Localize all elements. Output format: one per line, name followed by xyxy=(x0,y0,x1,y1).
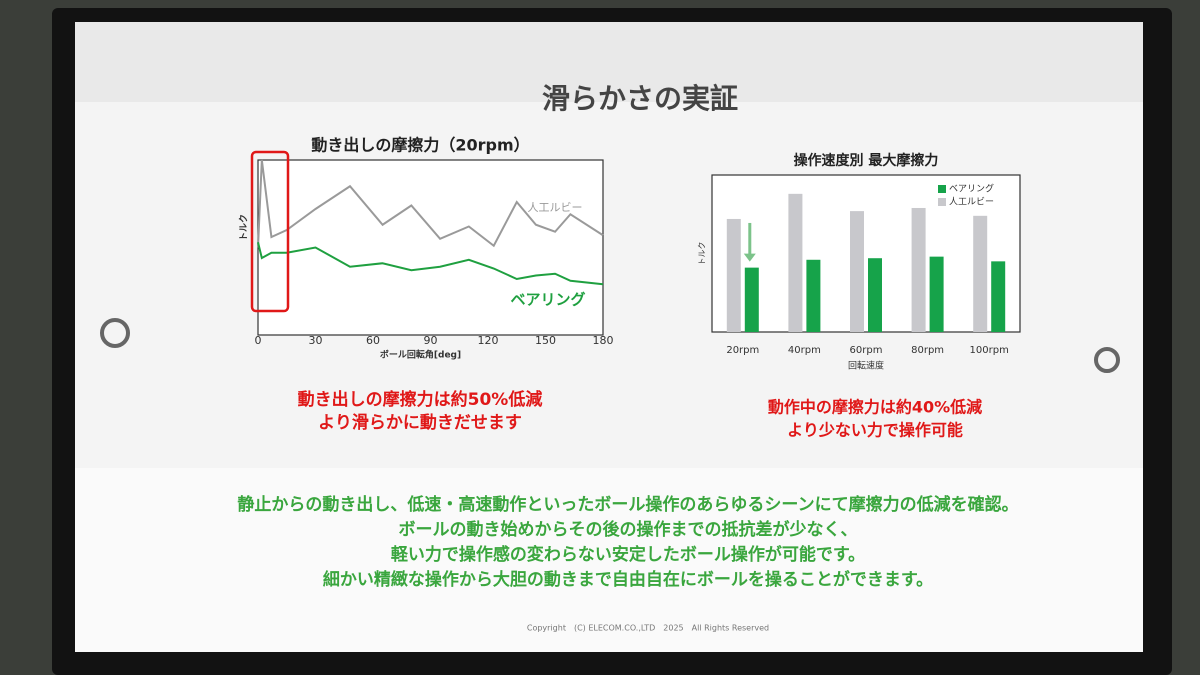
x-tick-label: 150 xyxy=(535,334,556,347)
bar xyxy=(911,207,926,332)
x-tick-label: 80rpm xyxy=(911,345,944,356)
x-tick-label: 180 xyxy=(593,334,614,347)
plot-frame xyxy=(711,174,1021,333)
bar xyxy=(726,218,741,332)
series-label: ベアリング xyxy=(510,291,585,309)
x-tick-label: 40rpm xyxy=(788,345,821,356)
bar xyxy=(806,259,821,332)
body-text: ボールの動き始めからその後の操作までの抵抗差が少なく、 xyxy=(399,519,858,540)
caption: より少ない力で操作可能 xyxy=(787,421,963,440)
body-text: 細かい精緻な操作から大胆の動きまで自由自在にボールを操ることができます。 xyxy=(323,569,933,590)
x-axis-label: 回転速度 xyxy=(848,360,884,372)
chart-title: 操作速度別 最大摩擦力 xyxy=(794,152,939,169)
arrow-head xyxy=(743,253,756,262)
legend-swatch xyxy=(938,185,946,193)
chart-title: 動き出しの摩擦力（20rpm） xyxy=(311,136,529,155)
charts: 動き出しの摩擦力（20rpm） ボール回転角[deg] トルク 0 30 60 90 120 1… xyxy=(239,136,1021,372)
legend-label: ベアリング xyxy=(949,183,994,195)
nav-dot xyxy=(100,318,130,348)
x-tick-label: 20rpm xyxy=(726,345,759,356)
x-tick-label: 0 xyxy=(255,334,262,347)
bar xyxy=(744,267,759,332)
legend-swatch xyxy=(938,198,946,206)
x-axis-label: ボール回転角[deg] xyxy=(380,349,461,361)
x-tick-label: 120 xyxy=(478,334,499,347)
bar xyxy=(788,193,803,332)
x-tick-label: 100rpm xyxy=(970,345,1009,356)
series-line xyxy=(257,159,604,248)
legend-label: 人工ルビー xyxy=(949,197,994,208)
x-tick-label: 60rpm xyxy=(850,345,883,356)
nav-dot xyxy=(1094,347,1120,373)
y-axis-label: トルク xyxy=(239,214,250,241)
series-label: 人工ルビー xyxy=(528,201,583,214)
x-tick-label: 30 xyxy=(309,334,323,347)
plot-frame xyxy=(257,159,604,336)
body-text: 静止からの動き出し、低速・高速動作といったボール操作のあらゆるシーンにて摩擦力の… xyxy=(237,494,1018,515)
x-tick-label: 60 xyxy=(366,334,380,347)
copyright: Copyright (C) ELECOM.CO.,LTD 2025 All Ri… xyxy=(527,624,769,633)
slide-title: 滑らかさの実証 xyxy=(542,82,738,115)
series-line xyxy=(257,242,604,286)
caption: 動き出しの摩擦力は約50%低減 xyxy=(298,389,543,410)
caption: より滑らかに動きだせます xyxy=(318,412,522,433)
title-band xyxy=(75,22,1143,102)
y-axis-label: トルク xyxy=(698,242,707,266)
bar xyxy=(991,261,1006,332)
caption: 動作中の摩擦力は約40%低減 xyxy=(768,398,982,417)
body-text: 軽い力で操作感の変わらない安定したボール操作が可能です。 xyxy=(391,544,865,565)
highlight-box xyxy=(250,150,290,313)
bar xyxy=(850,211,864,332)
bar xyxy=(868,258,882,332)
x-tick-label: 90 xyxy=(424,334,438,347)
body-band xyxy=(75,468,1143,652)
bar xyxy=(973,215,988,332)
bar xyxy=(929,256,944,332)
